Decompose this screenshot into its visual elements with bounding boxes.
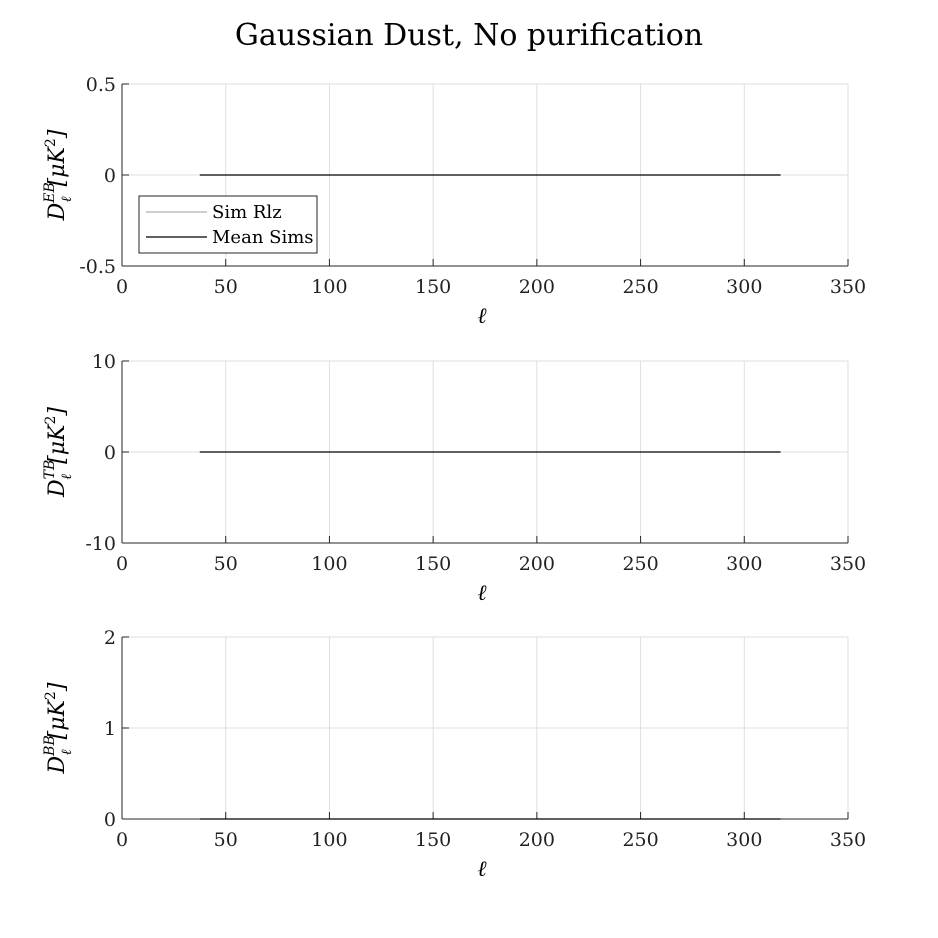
y-label-sup: BB <box>42 735 58 757</box>
x-tick-label: 150 <box>415 553 451 575</box>
y-tick-label: 0 <box>104 165 116 187</box>
y-label-unit-end: ] <box>45 407 70 417</box>
x-tick-label: 100 <box>311 553 347 575</box>
y-tick-label: 0.5 <box>86 74 116 96</box>
y-label-sub: ℓ <box>59 196 75 202</box>
x-tick-label: 200 <box>519 553 555 575</box>
y-tick-label: 10 <box>92 351 116 373</box>
y-tick-label: 0 <box>104 809 116 831</box>
y-tick-label: -10 <box>85 533 116 555</box>
x-tick-label: 250 <box>622 829 658 851</box>
y-label-unit: [μK <box>45 146 70 187</box>
x-tick-label: 150 <box>415 829 451 851</box>
x-tick-label: 50 <box>214 553 238 575</box>
x-tick-label: 300 <box>726 276 762 298</box>
x-tick-label: 350 <box>830 829 866 851</box>
y-axis-label: DEBℓ [μK2] <box>42 129 75 221</box>
x-tick-label: 50 <box>214 829 238 851</box>
y-label-unit: [μK <box>45 423 70 464</box>
x-tick-label: 300 <box>726 829 762 851</box>
y-axis-label: DTBℓ [μK2] <box>42 407 75 498</box>
y-label-sub: ℓ <box>59 749 75 755</box>
y-label-base: D <box>45 202 70 221</box>
x-axis-label: ℓ <box>477 581 487 606</box>
legend-entry-label: Mean Sims <box>212 227 314 248</box>
x-tick-label: 0 <box>116 553 128 575</box>
x-tick-label: 250 <box>622 276 658 298</box>
x-tick-label: 200 <box>519 829 555 851</box>
x-axis-label: ℓ <box>477 304 487 329</box>
y-label-base: D <box>45 479 70 498</box>
y-label-sub: ℓ <box>59 474 75 480</box>
figure-title: Gaussian Dust, No purification <box>234 18 704 53</box>
y-label-sup: EB <box>42 182 58 204</box>
x-tick-label: 300 <box>726 553 762 575</box>
x-tick-label: 350 <box>830 276 866 298</box>
x-tick-label: 350 <box>830 553 866 575</box>
y-label-sup: TB <box>42 460 58 480</box>
y-tick-label: 1 <box>104 718 116 740</box>
x-axis-label: ℓ <box>477 857 487 882</box>
x-tick-label: 250 <box>622 553 658 575</box>
x-tick-label: 50 <box>214 276 238 298</box>
y-tick-label: 2 <box>104 627 116 649</box>
y-label-unit-sup: 2 <box>43 691 59 700</box>
y-axis-label: DBBℓ [μK2] <box>42 682 75 774</box>
y-label-base: D <box>45 755 70 774</box>
y-tick-label: 0 <box>104 442 116 464</box>
x-tick-label: 150 <box>415 276 451 298</box>
x-tick-label: 100 <box>311 276 347 298</box>
legend: Sim Rlz Mean Sims <box>138 195 318 254</box>
y-tick-label: -0.5 <box>79 256 116 278</box>
y-label-unit-end: ] <box>45 682 70 692</box>
x-tick-label: 200 <box>519 276 555 298</box>
y-label-unit-end: ] <box>45 129 70 139</box>
chart-panel-1: 0 50 100 150 200 250 300 350-0.500.5ℓDEBℓ[μK2]S… <box>42 74 866 329</box>
legend-entry-label: Sim Rlz <box>212 202 282 223</box>
x-tick-label: 0 <box>116 829 128 851</box>
y-label-unit-sup: 2 <box>43 416 59 425</box>
x-tick-label: 0 <box>116 276 128 298</box>
y-label-unit-sup: 2 <box>43 138 59 147</box>
y-label-unit: [μK <box>45 699 70 740</box>
x-tick-label: 100 <box>311 829 347 851</box>
legend-box <box>138 195 318 254</box>
